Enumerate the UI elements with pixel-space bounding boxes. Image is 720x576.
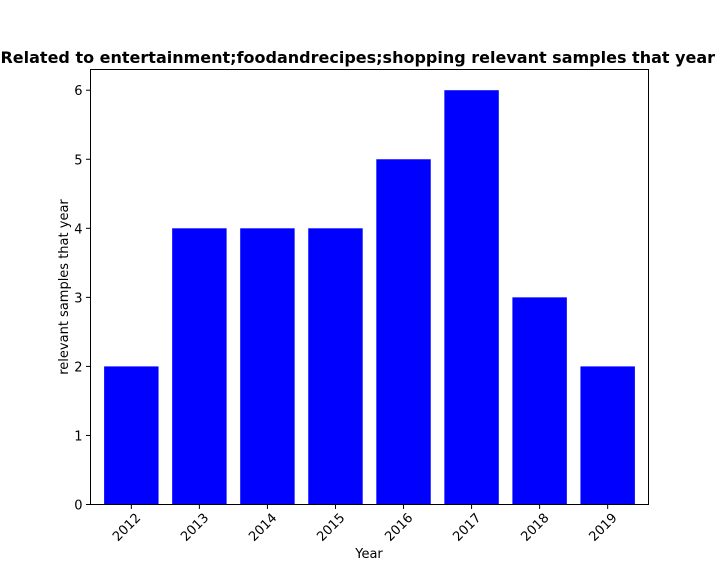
y-tick-label: 0 — [74, 499, 82, 514]
y-tick-label: 4 — [74, 222, 82, 237]
x-tick-label: 2012 — [110, 511, 144, 545]
x-tick-label: 2013 — [178, 511, 212, 545]
y-tick-label: 1 — [74, 429, 82, 444]
x-tick-label: 2014 — [246, 511, 280, 545]
bar-2012 — [104, 366, 159, 505]
x-axis-label: Year — [354, 547, 383, 562]
x-tick-label: 2018 — [518, 511, 552, 545]
y-tick-label: 3 — [74, 291, 82, 306]
bar-2013 — [172, 228, 227, 505]
y-axis-label: relevant samples that year — [57, 199, 72, 375]
bars-layer — [104, 90, 635, 505]
bar-2014 — [240, 228, 295, 505]
x-tick-label: 2019 — [586, 511, 620, 545]
y-tick-label: 6 — [74, 84, 82, 99]
bar-2017 — [444, 90, 499, 505]
y-tick-label: 2 — [74, 360, 82, 375]
bar-2019 — [580, 366, 635, 505]
bar-2015 — [308, 228, 363, 505]
x-axis: 2012 2013 2014 2015 2016 2017 2018 2019 — [110, 504, 620, 545]
bar-2018 — [512, 297, 567, 505]
y-axis: 0 1 2 3 4 5 6 — [74, 84, 91, 514]
y-tick-label: 5 — [74, 153, 82, 168]
x-tick-label: 2016 — [382, 511, 416, 545]
chart-title: Related to entertainment;foodandrecipes;… — [0, 48, 720, 67]
x-tick-label: 2015 — [314, 511, 348, 545]
x-tick-label: 2017 — [450, 511, 484, 545]
bar-2016 — [376, 159, 431, 505]
plot-frame — [90, 69, 649, 505]
